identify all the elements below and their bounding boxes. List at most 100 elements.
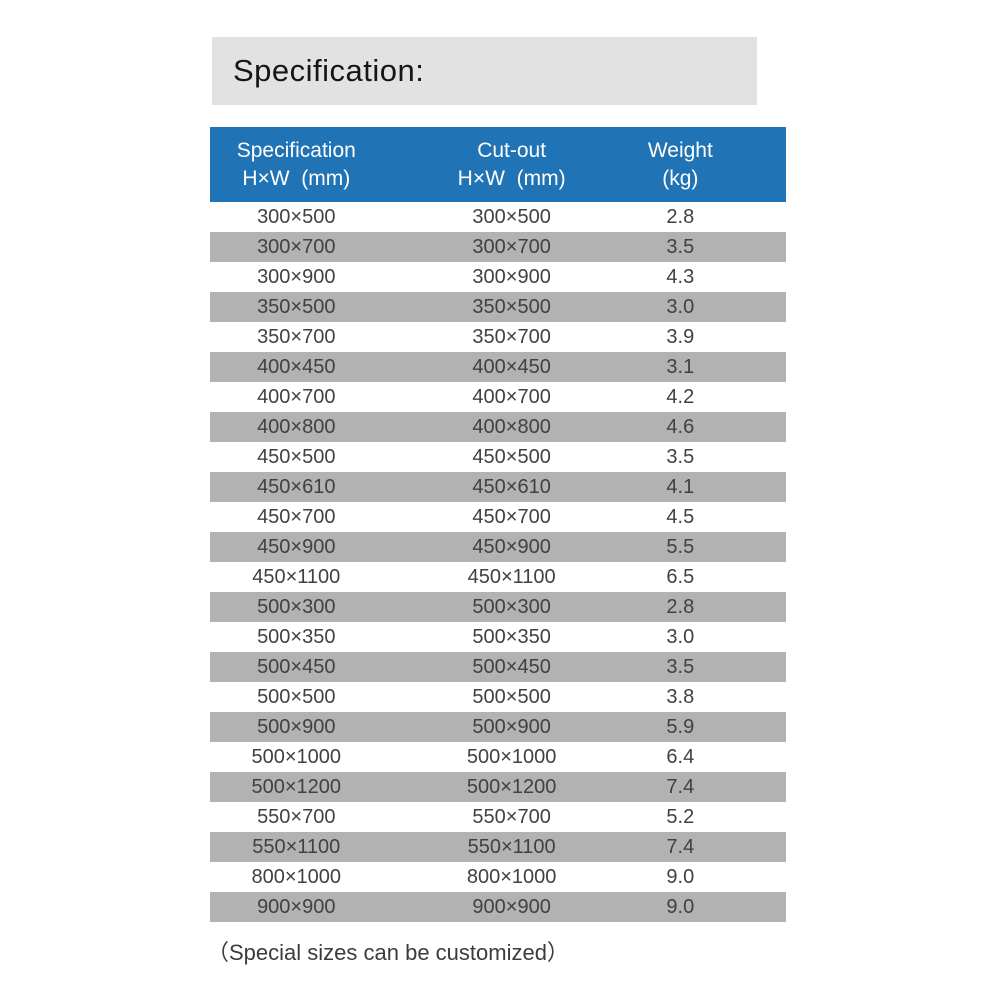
- cutout-cell: 350×700: [472, 325, 551, 348]
- cutout-cell: 400×700: [472, 385, 551, 408]
- weight-cell: 4.5: [666, 505, 695, 528]
- table-row: 300×700 300×700 3.5: [210, 232, 786, 262]
- column-header-cutout: Cut-out H×W (mm): [389, 137, 625, 193]
- table-row: 500×1200 500×1200 7.4: [210, 772, 786, 802]
- spec-cell: 500×900: [257, 715, 336, 738]
- weight-cell: 3.5: [666, 445, 695, 468]
- table-row: 500×900 500×900 5.9: [210, 712, 786, 742]
- spec-cell: 450×500: [257, 445, 336, 468]
- table-row: 800×1000 800×1000 9.0: [210, 862, 786, 892]
- table-header-row: Specification H×W (mm) Cut-out H×W (mm) …: [210, 127, 786, 202]
- cutout-cell: 300×900: [472, 265, 551, 288]
- table-row: 500×300 500×300 2.8: [210, 592, 786, 622]
- cutout-cell: 400×800: [472, 415, 551, 438]
- cutout-cell: 350×500: [472, 295, 551, 318]
- column-header-specification: Specification H×W (mm): [210, 137, 389, 193]
- cutout-cell: 550×1100: [467, 835, 556, 858]
- weight-cell: 6.5: [666, 565, 695, 588]
- column-header-label: Specification: [236, 138, 356, 162]
- column-header-unit: H×W (mm): [457, 166, 566, 190]
- weight-cell: 4.2: [666, 385, 695, 408]
- weight-cell: 3.5: [666, 235, 695, 258]
- cutout-cell: 450×700: [472, 505, 551, 528]
- spec-cell: 400×450: [257, 355, 336, 378]
- spec-cell: 350×500: [257, 295, 336, 318]
- spec-cell: 300×700: [257, 235, 336, 258]
- weight-cell: 3.9: [666, 325, 695, 348]
- column-header-unit: (kg): [662, 166, 699, 190]
- weight-cell: 5.5: [666, 535, 695, 558]
- cutout-cell: 400×450: [472, 355, 551, 378]
- cutout-cell: 300×500: [472, 205, 551, 228]
- cutout-cell: 450×1100: [467, 565, 556, 588]
- weight-cell: 5.9: [666, 715, 695, 738]
- table-row: 500×500 500×500 3.8: [210, 682, 786, 712]
- column-header-weight: Weight (kg): [625, 137, 786, 193]
- weight-cell: 4.6: [666, 415, 695, 438]
- cutout-cell: 500×1200: [466, 775, 557, 798]
- table-row: 400×450 400×450 3.1: [210, 352, 786, 382]
- table-row: 300×500 300×500 2.8: [210, 202, 786, 232]
- spec-cell: 500×350: [257, 625, 336, 648]
- cutout-cell: 450×900: [472, 535, 551, 558]
- table-row: 450×900 450×900 5.5: [210, 532, 786, 562]
- section-title-banner: Specification:: [212, 37, 757, 105]
- weight-cell: 2.8: [666, 205, 695, 228]
- cutout-cell: 500×350: [472, 625, 551, 648]
- spec-cell: 500×450: [257, 655, 336, 678]
- weight-cell: 3.1: [666, 355, 695, 378]
- spec-cell: 550×700: [257, 805, 336, 828]
- weight-cell: 2.8: [666, 595, 695, 618]
- table-row: 550×1100 550×1100 7.4: [210, 832, 786, 862]
- cutout-cell: 500×900: [472, 715, 551, 738]
- spec-cell: 400×700: [257, 385, 336, 408]
- table-row: 450×700 450×700 4.5: [210, 502, 786, 532]
- table-row: 550×700 550×700 5.2: [210, 802, 786, 832]
- spec-cell: 350×700: [257, 325, 336, 348]
- weight-cell: 5.2: [666, 805, 695, 828]
- cutout-cell: 500×1000: [466, 745, 557, 768]
- table-row: 450×500 450×500 3.5: [210, 442, 786, 472]
- table-row: 500×350 500×350 3.0: [210, 622, 786, 652]
- cutout-cell: 450×500: [472, 445, 551, 468]
- weight-cell: 3.8: [666, 685, 695, 708]
- weight-cell: 7.4: [666, 835, 695, 858]
- table-row: 400×800 400×800 4.6: [210, 412, 786, 442]
- table-row: 350×700 350×700 3.9: [210, 322, 786, 352]
- table-row: 300×900 300×900 4.3: [210, 262, 786, 292]
- cutout-cell: 500×500: [472, 685, 551, 708]
- spec-cell: 500×1000: [251, 745, 342, 768]
- spec-cell: 300×900: [257, 265, 336, 288]
- spec-cell: 450×700: [257, 505, 336, 528]
- table-row: 450×1100 450×1100 6.5: [210, 562, 786, 592]
- weight-cell: 4.3: [666, 265, 695, 288]
- weight-cell: 9.0: [666, 895, 695, 918]
- table-row: 400×700 400×700 4.2: [210, 382, 786, 412]
- cutout-cell: 300×700: [472, 235, 551, 258]
- table-body: 300×500 300×500 2.8 300×700 300×700 3.5 300×90…: [210, 202, 786, 922]
- spec-cell: 500×300: [257, 595, 336, 618]
- weight-cell: 9.0: [666, 865, 695, 888]
- cutout-cell: 800×1000: [466, 865, 557, 888]
- column-header-label: Cut-out: [477, 138, 547, 162]
- spec-cell: 900×900: [257, 895, 336, 918]
- cutout-cell: 500×450: [472, 655, 551, 678]
- column-header-label: Weight: [647, 138, 713, 162]
- specification-table: Specification H×W (mm) Cut-out H×W (mm) …: [210, 127, 786, 922]
- column-header-unit: H×W (mm): [242, 166, 351, 190]
- cutout-cell: 900×900: [472, 895, 551, 918]
- spec-cell: 550×1100: [252, 835, 341, 858]
- weight-cell: 3.0: [666, 295, 695, 318]
- spec-cell: 450×610: [257, 475, 336, 498]
- table-row: 450×610 450×610 4.1: [210, 472, 786, 502]
- spec-cell: 500×1200: [251, 775, 342, 798]
- footnote-special-sizes: （Special sizes can be customized）: [207, 940, 569, 965]
- cutout-cell: 550×700: [472, 805, 551, 828]
- table-row: 500×450 500×450 3.5: [210, 652, 786, 682]
- table-row: 900×900 900×900 9.0: [210, 892, 786, 922]
- spec-cell: 500×500: [257, 685, 336, 708]
- spec-cell: 450×1100: [252, 565, 341, 588]
- weight-cell: 4.1: [666, 475, 695, 498]
- weight-cell: 3.5: [666, 655, 695, 678]
